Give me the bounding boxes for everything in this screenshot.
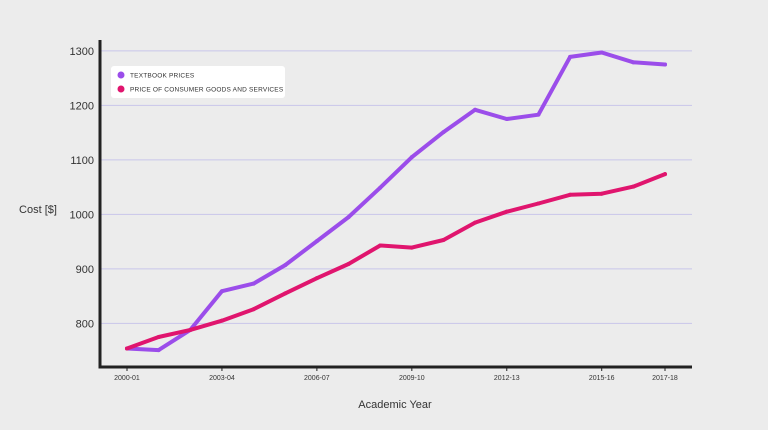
data-point-textbook-2007-08	[346, 215, 351, 220]
data-point-consumer-2009-10	[409, 245, 414, 250]
data-point-textbook-2001-02	[156, 348, 161, 353]
x-tick-label-2003-04: 2003-04	[209, 375, 235, 382]
data-point-textbook-2008-09	[378, 185, 383, 190]
legend-marker-consumer	[117, 85, 125, 93]
data-point-textbook-2003-04	[219, 289, 224, 294]
y-tick-label-900: 900	[76, 264, 94, 276]
data-point-consumer-2006-07	[314, 276, 319, 281]
y-tick-label-1100: 1100	[70, 155, 94, 167]
data-point-textbook-2004-05	[251, 281, 256, 286]
y-tick-label-1200: 1200	[70, 100, 94, 112]
x-tick-label-2009-10: 2009-10	[399, 375, 425, 382]
legend-label-consumer: PRICE OF CONSUMER GOODS AND SERVICES	[130, 87, 284, 94]
data-point-consumer-2012-13	[504, 209, 509, 214]
data-point-consumer-2013-14	[536, 201, 541, 206]
data-point-consumer-2010-11	[441, 238, 446, 243]
y-tick-label-1300: 1300	[70, 46, 94, 58]
x-tick-label-2012-13: 2012-13	[494, 375, 520, 382]
data-point-consumer-2007-08	[346, 261, 351, 266]
x-axis-ticks: 2000-01 2003-04 2006-07 2009-10 2012-13 2015-…	[114, 367, 678, 382]
data-point-consumer-2002-03	[188, 327, 193, 332]
data-point-textbook-2010-11	[441, 130, 446, 135]
legend-box	[111, 66, 285, 98]
data-point-textbook-2006-07	[314, 239, 319, 244]
data-point-consumer-2005-06	[283, 291, 288, 296]
data-point-textbook-2014-15	[568, 54, 573, 59]
data-point-consumer-2017-18	[663, 172, 667, 177]
y-tick-label-1000: 1000	[70, 209, 94, 221]
data-point-consumer-2016-17	[631, 184, 636, 189]
data-point-textbook-2015-16	[599, 50, 604, 55]
data-point-consumer-2003-04	[219, 318, 224, 323]
series-line-consumer-goods	[125, 172, 667, 351]
y-tick-label-800: 800	[76, 318, 94, 330]
data-point-textbook-2013-14	[536, 112, 541, 117]
data-point-consumer-2008-09	[378, 243, 383, 248]
legend-marker-textbook	[117, 71, 125, 79]
data-point-consumer-2011-12	[473, 220, 478, 225]
data-point-consumer-2001-02	[156, 335, 161, 340]
x-tick-label-2006-07: 2006-07	[304, 375, 330, 382]
data-point-consumer-2015-16	[599, 191, 604, 196]
data-point-textbook-2009-10	[409, 155, 414, 160]
data-point-textbook-2012-13	[504, 117, 509, 122]
y-axis-title: Cost [$]	[19, 204, 57, 216]
gridlines	[100, 50, 692, 324]
series-line-textbook-prices	[125, 50, 667, 353]
data-point-consumer-2014-15	[568, 192, 573, 197]
x-tick-label-2000-01: 2000-01	[114, 375, 140, 382]
y-axis-ticks: 800 900 1000 1100 1200 1300	[70, 46, 94, 330]
data-point-textbook-2016-17	[631, 60, 636, 65]
data-point-consumer-2004-05	[251, 307, 256, 312]
data-point-textbook-2005-06	[283, 263, 288, 268]
data-point-textbook-2017-18	[663, 62, 667, 67]
legend-label-textbook: TEXTBOOK PRICES	[130, 73, 195, 80]
series-lines	[125, 50, 667, 353]
x-tick-label-2017-18: 2017-18	[652, 375, 678, 382]
legend: TEXTBOOK PRICES PRICE OF CONSUMER GOODS …	[111, 66, 285, 98]
data-point-textbook-2011-12	[473, 107, 478, 112]
x-axis-title: Academic Year	[358, 399, 432, 411]
data-point-consumer-2000-01	[125, 346, 129, 351]
x-tick-label-2015-16: 2015-16	[589, 375, 615, 382]
